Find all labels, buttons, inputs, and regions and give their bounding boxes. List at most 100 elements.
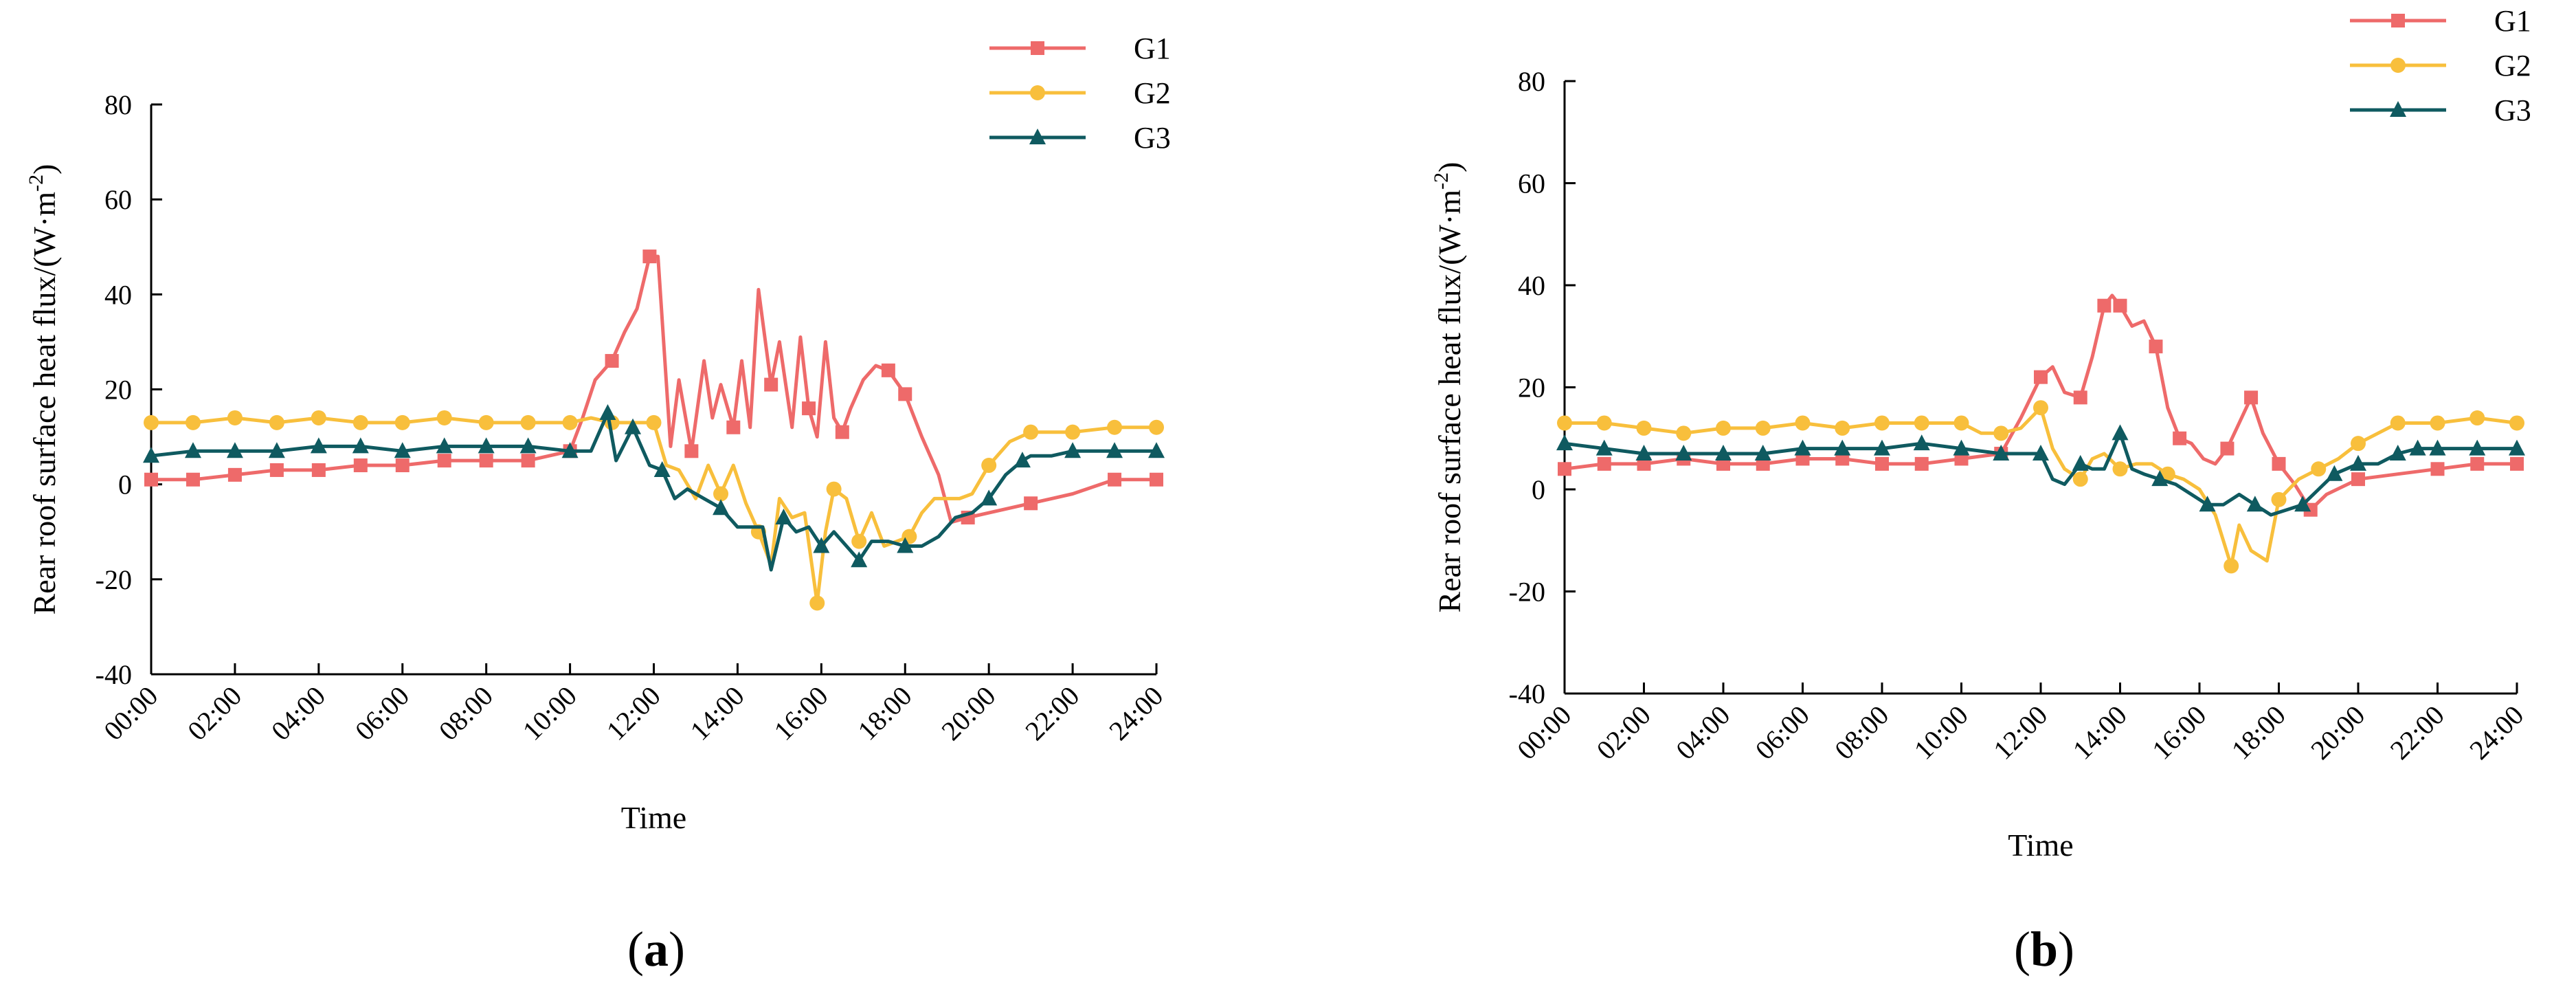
legend-label-g2: G2 bbox=[2494, 49, 2531, 82]
legend-marker-g1 bbox=[1031, 41, 1044, 55]
data-point-g2 bbox=[436, 410, 452, 425]
x-tick-label: 04:00 bbox=[1670, 700, 1736, 766]
y-axis-title: Rear roof surface heat flux/(W·m-2) bbox=[1430, 162, 1467, 613]
data-point-g2 bbox=[2160, 466, 2175, 482]
data-point-g1 bbox=[395, 458, 410, 473]
panel-label-open: ( bbox=[627, 922, 644, 977]
data-point-g2 bbox=[352, 414, 368, 430]
data-point-g3 bbox=[1675, 445, 1692, 461]
data-point-g3 bbox=[2326, 465, 2343, 481]
y-tick-label: 60 bbox=[1518, 168, 1545, 199]
data-point-g3 bbox=[268, 442, 285, 458]
data-point-g3 bbox=[1834, 439, 1851, 456]
x-tick-label: 22:00 bbox=[1019, 680, 1085, 746]
data-point-g2 bbox=[2469, 410, 2485, 426]
panel-label-letter: b bbox=[2030, 922, 2058, 977]
data-point-g2 bbox=[394, 414, 410, 430]
x-tick-label: 02:00 bbox=[181, 680, 247, 746]
x-tick-label: 12:00 bbox=[1987, 700, 2053, 766]
data-point-g3 bbox=[394, 442, 411, 458]
series-line-g3 bbox=[149, 411, 1158, 572]
y-tick-label: -20 bbox=[1509, 577, 1545, 608]
panel-label-letter: a bbox=[644, 922, 669, 977]
data-point-g3 bbox=[2072, 454, 2089, 471]
data-point-g3 bbox=[1993, 445, 2010, 461]
data-point-g1 bbox=[2510, 456, 2524, 471]
data-point-g2 bbox=[1107, 419, 1123, 435]
data-point-g1 bbox=[227, 467, 242, 482]
x-tick-label: 22:00 bbox=[2384, 700, 2450, 766]
x-tick-label: 08:00 bbox=[1828, 700, 1894, 766]
data-point-g1 bbox=[1150, 472, 1163, 487]
data-point-g2 bbox=[1596, 415, 1612, 431]
series-g2 bbox=[1557, 400, 2524, 574]
series-line-g1 bbox=[149, 254, 1158, 524]
data-point-g1 bbox=[144, 472, 158, 487]
data-point-g2 bbox=[1557, 415, 1572, 431]
data-point-g3 bbox=[2469, 439, 2486, 456]
legend-marker-g3 bbox=[2390, 101, 2406, 117]
x-tick-label: 18:00 bbox=[2226, 700, 2292, 766]
data-point-g3 bbox=[599, 404, 616, 421]
data-point-g3 bbox=[2032, 445, 2049, 461]
data-point-g1 bbox=[2173, 431, 2187, 445]
data-point-g3 bbox=[226, 442, 243, 458]
x-tick-label: 14:00 bbox=[2067, 700, 2133, 766]
data-point-g2 bbox=[2390, 415, 2406, 431]
data-point-g2 bbox=[2430, 415, 2445, 431]
data-point-g1 bbox=[353, 458, 368, 473]
legend-marker-g3 bbox=[1029, 129, 1046, 144]
data-point-g3 bbox=[1715, 445, 1732, 461]
data-point-g3 bbox=[1013, 452, 1031, 468]
data-point-g1 bbox=[605, 354, 619, 368]
y-axis-title-main: Rear roof surface heat flux/(W·m bbox=[1432, 190, 1467, 613]
data-point-g1 bbox=[642, 250, 657, 264]
data-point-g1 bbox=[2220, 441, 2235, 456]
data-point-g2 bbox=[520, 414, 536, 430]
data-point-g3 bbox=[310, 437, 327, 454]
data-point-g1 bbox=[2073, 390, 2087, 405]
data-point-g3 bbox=[2409, 439, 2426, 456]
data-point-g1 bbox=[2351, 472, 2365, 487]
data-point-g1 bbox=[1914, 456, 1929, 471]
data-point-g2 bbox=[2072, 472, 2088, 487]
data-point-g2 bbox=[809, 595, 825, 611]
data-point-g1 bbox=[1875, 456, 1889, 471]
data-point-g2 bbox=[1023, 424, 1039, 440]
data-point-g3 bbox=[981, 489, 998, 506]
data-point-g2 bbox=[2311, 461, 2327, 477]
data-point-g1 bbox=[835, 425, 849, 439]
y-tick-label: 60 bbox=[104, 184, 132, 215]
data-point-g3 bbox=[851, 551, 868, 568]
data-point-g3 bbox=[1874, 439, 1890, 456]
data-point-g2 bbox=[562, 414, 578, 430]
data-point-g1 bbox=[1108, 472, 1122, 487]
series-line-g3 bbox=[1563, 431, 2519, 517]
legend-marker-g1 bbox=[2391, 14, 2405, 27]
data-point-g2 bbox=[1716, 420, 1731, 436]
data-point-g2 bbox=[646, 414, 662, 430]
data-point-g1 bbox=[2149, 340, 2163, 354]
data-point-g3 bbox=[184, 442, 201, 458]
x-tick-label: 16:00 bbox=[768, 680, 833, 746]
data-point-g2 bbox=[1755, 420, 1771, 436]
data-point-g2 bbox=[185, 414, 201, 430]
data-point-g2 bbox=[1149, 419, 1164, 435]
y-axis-title-superscript: -2 bbox=[1430, 173, 1453, 190]
legend: G1 G2 G3 bbox=[989, 32, 1171, 155]
x-axis-title: Time bbox=[2008, 828, 2073, 863]
y-tick-label: 20 bbox=[104, 375, 132, 406]
data-point-g3 bbox=[1106, 442, 1123, 458]
legend-label-g1: G1 bbox=[2494, 4, 2531, 38]
series-g3 bbox=[143, 404, 1165, 572]
y-tick-label: 80 bbox=[1518, 66, 1545, 97]
data-point-g2 bbox=[1795, 415, 1811, 431]
x-tick-label: 02:00 bbox=[1591, 700, 1657, 766]
data-point-g3 bbox=[2112, 424, 2129, 441]
data-point-g2 bbox=[478, 414, 494, 430]
data-point-g2 bbox=[311, 410, 326, 425]
series-g1 bbox=[144, 250, 1163, 525]
